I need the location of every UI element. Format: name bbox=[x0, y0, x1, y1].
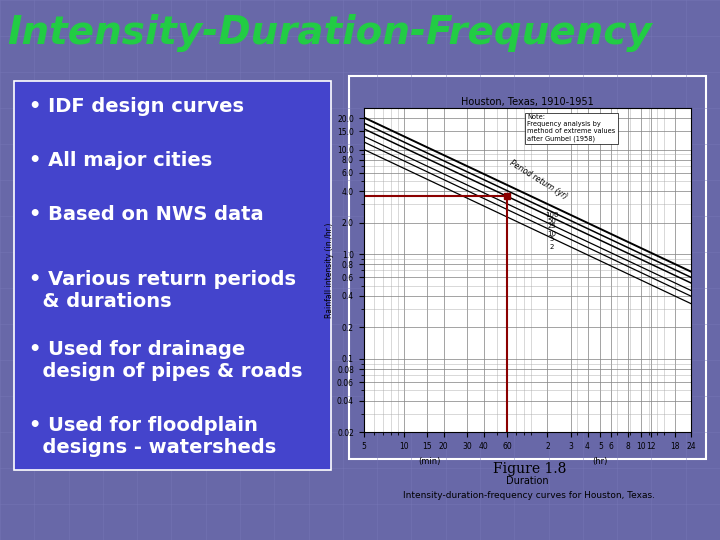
Text: Duration: Duration bbox=[506, 476, 549, 486]
Text: • Based on NWS data: • Based on NWS data bbox=[29, 205, 264, 224]
Text: (min): (min) bbox=[418, 457, 441, 467]
Text: 50: 50 bbox=[548, 218, 557, 224]
Text: • Used for floodplain
  designs - watersheds: • Used for floodplain designs - watershe… bbox=[29, 416, 276, 457]
Text: 100: 100 bbox=[545, 212, 559, 218]
Text: Intensity-duration-frequency curves for Houston, Texas.: Intensity-duration-frequency curves for … bbox=[403, 491, 655, 501]
Text: • All major cities: • All major cities bbox=[29, 151, 212, 170]
Title: Houston, Texas, 1910-1951: Houston, Texas, 1910-1951 bbox=[461, 97, 594, 107]
FancyBboxPatch shape bbox=[14, 81, 331, 470]
Text: • Various return periods
  & durations: • Various return periods & durations bbox=[29, 270, 296, 311]
Text: 2: 2 bbox=[550, 244, 554, 250]
Text: 5: 5 bbox=[550, 237, 554, 242]
Text: (hr): (hr) bbox=[592, 457, 607, 467]
Text: Figure 1.8: Figure 1.8 bbox=[492, 462, 566, 476]
Text: • IDF design curves: • IDF design curves bbox=[29, 97, 244, 116]
Text: • Used for drainage
  design of pipes & roads: • Used for drainage design of pipes & ro… bbox=[29, 340, 302, 381]
Text: Note:
Frequency analysis by
method of extreme values
after Gumbel (1958): Note: Frequency analysis by method of ex… bbox=[527, 114, 616, 142]
Text: 10: 10 bbox=[548, 231, 557, 237]
Text: Period return (yr): Period return (yr) bbox=[508, 158, 569, 201]
Text: 25: 25 bbox=[548, 224, 557, 230]
Text: Intensity-Duration-Frequency: Intensity-Duration-Frequency bbox=[7, 14, 652, 51]
Y-axis label: Rainfall intensity (in./hr.): Rainfall intensity (in./hr.) bbox=[325, 222, 334, 318]
